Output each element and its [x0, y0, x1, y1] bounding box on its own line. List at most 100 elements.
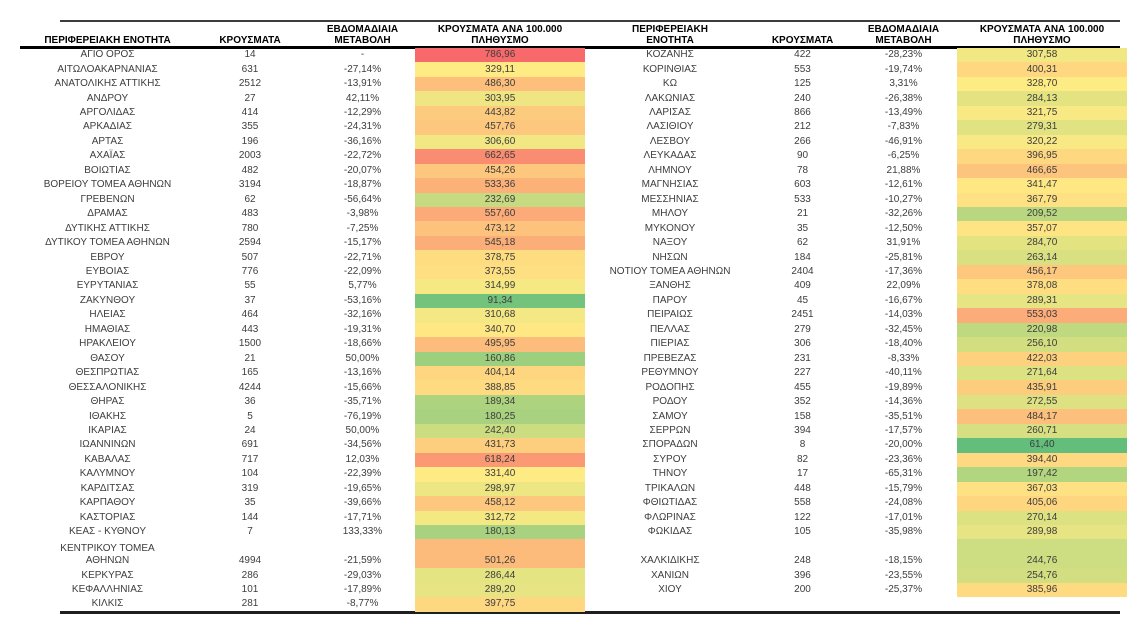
region-cell: ΣΥΡΟΥ — [653, 453, 687, 465]
table-row: ΚΕΑΣ - ΚΥΘΝΟΥ 7 133,33% 180,13 — [25, 524, 585, 540]
table-row: ΠΙΕΡΙΑΣ 306 -18,40% 256,10 — [585, 337, 1127, 352]
weekly-change-cell: -65,31% — [884, 468, 923, 480]
region-cell: ΖΑΚΥΝΘΟΥ — [79, 294, 136, 306]
cases-per-100k-cell: 310,68 — [415, 308, 585, 323]
table-row: ΜΥΚΟΝΟΥ 35 -12,50% 357,07 — [585, 221, 1127, 236]
cases-per-100k-cell: 306,60 — [415, 134, 585, 150]
region-cell: ΚΑΛΥΜΝΟΥ — [79, 468, 136, 480]
region-cell: ΞΑΝΘΗΣ — [649, 280, 691, 292]
cases-cell: 2451 — [791, 309, 814, 321]
weekly-change-cell: -18,87% — [343, 179, 382, 191]
table-row: ΘΕΣΣΑΛΟΝΙΚΗΣ 4244 -15,66% 388,85 — [25, 380, 585, 395]
weekly-change-cell: -22,72% — [343, 150, 382, 162]
cases-per-100k-cell: 303,95 — [415, 91, 585, 106]
table-row: ΑΡΓΟΛΙΔΑΣ 414 -12,29% 443,82 — [25, 105, 585, 121]
weekly-change-cell: -18,15% — [884, 555, 923, 567]
table-row: ΦΛΩΡΙΝΑΣ 122 -17,01% 270,14 — [585, 510, 1127, 525]
region-cell: ΚΟΖΑΝΗΣ — [646, 49, 694, 61]
cases-per-100k-cell: 786,96 — [415, 48, 585, 63]
weekly-change-cell: -35,98% — [884, 526, 923, 538]
weekly-change-cell: -14,03% — [884, 309, 923, 321]
weekly-change-cell: -6,25% — [887, 150, 920, 162]
table-row: ΚΙΛΚΙΣ 281 -8,77% 397,75 — [25, 597, 585, 612]
weekly-change-cell: 133,33% — [342, 526, 383, 538]
cases-per-100k-cell: 289,98 — [957, 524, 1127, 540]
column-header-cases: ΚΡΟΥΣΜΑΤΑ — [755, 35, 850, 46]
column-header-label: ΠΕΡΙΦΕΡΕΙΑΚΗ ΕΝΟΤΗΤΑ — [44, 35, 171, 46]
weekly-change-cell: -23,36% — [884, 453, 923, 465]
cases-cell: 78 — [796, 164, 809, 176]
cases-cell: 45 — [796, 294, 809, 306]
region-cell: ΗΡΑΚΛΕΙΟΥ — [79, 338, 136, 350]
table-header-row: ΠΕΡΙΦΕΡΕΙΑΚΗ ΕΝΟΤΗΤΑ ΚΡΟΥΣΜΑΤΑ ΕΒΔΟΜΑΔΙΑ… — [585, 21, 1127, 47]
cases-per-100k-cell: 553,03 — [957, 308, 1127, 323]
cases-cell: 691 — [241, 439, 259, 451]
cases-per-100k-cell: 331,40 — [415, 467, 585, 482]
cases-cell: 631 — [241, 63, 259, 75]
cases-cell: 101 — [241, 583, 259, 595]
region-cell: ΛΕΣΒΟΥ — [649, 135, 691, 147]
table-row: ΚΑΡΠΑΘΟΥ 35 -39,66% 458,12 — [25, 496, 585, 511]
table-row: ΠΕΛΛΑΣ 279 -32,45% 220,98 — [585, 322, 1127, 338]
weekly-change-cell: 50,00% — [345, 425, 380, 436]
region-cell: ΗΜΑΘΙΑΣ — [84, 323, 131, 335]
table-row: ΔΥΤΙΚΟΥ ΤΟΜΕΑ ΑΘΗΝΩΝ 2594 -15,17% 545,18 — [25, 235, 585, 251]
cases-per-100k-cell: 321,75 — [957, 105, 1127, 121]
table-row: ΚΑΣΤΟΡΙΑΣ 144 -17,71% 312,72 — [25, 510, 585, 525]
weekly-change-cell: -14,36% — [884, 396, 923, 408]
cases-per-100k-cell: 388,85 — [415, 380, 585, 395]
region-cell: ΒΟΙΩΤΙΑΣ — [84, 164, 131, 176]
weekly-change-cell: -8,77% — [346, 598, 379, 610]
table-row: ΒΟΡΕΙΟΥ ΤΟΜΕΑ ΑΘΗΝΩΝ 3194 -18,87% 533,36 — [25, 178, 585, 193]
weekly-change-cell: -3,98% — [346, 208, 379, 220]
column-header-label: ΕΒΔΟΜΑΔΙΑΙΑ ΜΕΤΑΒΟΛΗ — [326, 24, 399, 46]
cases-per-100k-cell: 220,98 — [957, 322, 1127, 338]
column-header-region: ΠΕΡΙΦΕΡΕΙΑΚΗ ΕΝΟΤΗΤΑ — [25, 35, 190, 46]
region-cell: ΑΧΑΪΑΣ — [89, 150, 126, 162]
table-header-row: ΠΕΡΙΦΕΡΕΙΑΚΗ ΕΝΟΤΗΤΑ ΚΡΟΥΣΜΑΤΑ ΕΒΔΟΜΑΔΙΑ… — [25, 21, 585, 47]
region-cell: ΛΑΡΙΣΑΣ — [649, 107, 691, 119]
table-row: ΚΕΝΤΡΙΚΟΥ ΤΟΜΕΑ ΑΘΗΝΩΝ 4994 -21,59% 501,… — [25, 539, 585, 569]
region-cell: ΕΒΡΟΥ — [90, 251, 125, 263]
cases-cell: 2003 — [238, 150, 262, 162]
cases-cell: 248 — [794, 555, 811, 567]
cases-per-100k-cell: 422,03 — [957, 351, 1127, 366]
weekly-change-cell: -24,31% — [343, 121, 382, 133]
weekly-change-cell: -15,79% — [884, 482, 923, 494]
region-cell: ΔΥΤΙΚΟΥ ΤΟΜΕΑ ΑΘΗΝΩΝ — [45, 237, 170, 249]
cases-cell: 866 — [794, 107, 811, 119]
cases-cell: 443 — [241, 323, 259, 335]
cases-cell: 507 — [241, 251, 259, 263]
cases-per-100k-cell: 279,31 — [957, 120, 1127, 135]
region-cell: ΜΕΣΣΗΝΙΑΣ — [641, 193, 699, 205]
cases-per-100k-cell: 378,75 — [415, 250, 585, 265]
table-row: ΤΗΝΟΥ 17 -65,31% 197,42 — [585, 467, 1127, 482]
cases-per-100k-cell: 329,11 — [415, 62, 585, 77]
weekly-change-cell: -32,45% — [884, 323, 923, 335]
table-row: ΕΥΒΟΙΑΣ 776 -22,09% 373,55 — [25, 264, 585, 280]
cases-cell: 2594 — [238, 237, 262, 249]
weekly-change-cell: -20,07% — [343, 164, 382, 176]
weekly-change-cell: -19,31% — [343, 323, 382, 335]
table-row: ΖΑΚΥΝΘΟΥ 37 -53,16% 91,34 — [25, 293, 585, 309]
weekly-change-cell: -53,16% — [343, 294, 382, 306]
weekly-change-cell: 21,88% — [886, 164, 921, 176]
cases-cell: 533 — [794, 193, 811, 205]
cases-per-100k-cell: 662,65 — [415, 149, 585, 164]
cases-per-100k-cell: 270,14 — [957, 510, 1127, 525]
cases-per-100k-cell: 404,14 — [415, 365, 585, 381]
table-row: ΛΑΚΩΝΙΑΣ 240 -26,38% 284,13 — [585, 91, 1127, 106]
weekly-change-cell: -32,26% — [884, 208, 923, 220]
table-row: ΑΝΑΤΟΛΙΚΗΣ ΑΤΤΙΚΗΣ 2512 -13,91% 486,30 — [25, 76, 585, 92]
column-header-cases: ΚΡΟΥΣΜΑΤΑ — [190, 35, 310, 46]
region-cell: ΚΕΑΣ - ΚΥΘΝΟΥ — [69, 526, 146, 538]
cases-cell: 422 — [794, 49, 811, 61]
region-cell: ΜΑΓΝΗΣΙΑΣ — [641, 179, 699, 191]
column-header-label: ΠΕΡΙΦΕΡΕΙΑΚΗ ΕΝΟΤΗΤΑ — [631, 24, 708, 46]
table-row: ΦΘΙΩΤΙΔΑΣ 558 -24,08% 405,06 — [585, 496, 1127, 511]
cases-cell: 27 — [244, 92, 256, 104]
region-cell: ΕΥΡΥΤΑΝΙΑΣ — [76, 280, 139, 292]
weekly-change-cell: -24,08% — [884, 497, 923, 509]
cases-per-100k-cell: 284,70 — [957, 235, 1127, 251]
table-row: ΚΟΖΑΝΗΣ 422 -28,23% 307,58 — [585, 48, 1127, 63]
